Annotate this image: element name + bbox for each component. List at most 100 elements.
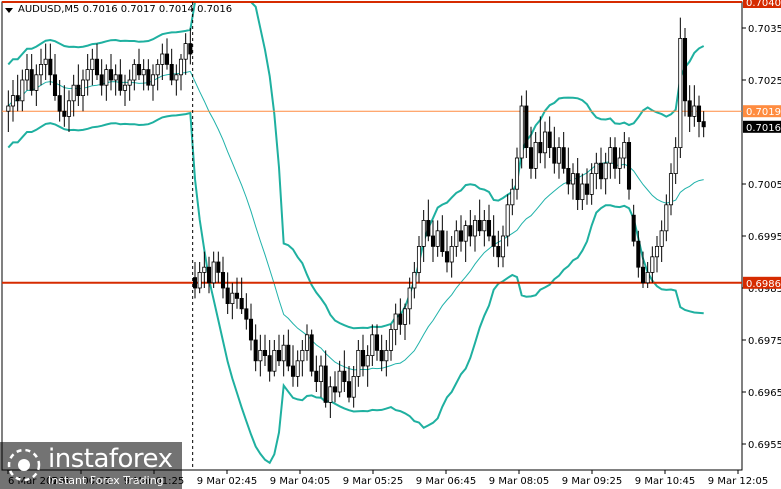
candle-body (360, 349, 366, 367)
candle-body (486, 219, 492, 237)
price-label-box (743, 105, 781, 118)
candle-body (533, 141, 538, 169)
candle-body (281, 344, 286, 362)
candle-body (468, 225, 473, 237)
candle-body (622, 141, 627, 159)
y-tick-label: 0.7035 (748, 24, 781, 35)
candle-body (15, 95, 20, 102)
candle-body (276, 349, 282, 362)
candle-body (631, 214, 636, 242)
bollinger-lower (7, 111, 704, 465)
candle-body (440, 230, 445, 253)
candle-body (463, 225, 468, 242)
candle-body (356, 349, 361, 377)
candle-body (547, 131, 552, 148)
candle-body (262, 349, 268, 356)
candle-body (108, 69, 114, 81)
candle-body (104, 69, 109, 86)
candle-body (496, 245, 501, 258)
candle-body (230, 292, 235, 305)
candle-body (258, 349, 263, 362)
price-label: 0.7040 (746, 0, 781, 9)
candle-body (183, 43, 188, 60)
candle-body (342, 370, 347, 383)
candle-body (477, 219, 482, 232)
candle-body (52, 74, 58, 97)
candle-body (556, 147, 562, 164)
candle-body (594, 162, 599, 174)
candle-body (136, 64, 142, 76)
candle-body (38, 64, 44, 76)
candle-body (402, 308, 408, 325)
candle-body (584, 183, 590, 195)
candle-body (659, 230, 664, 247)
candle-body (304, 334, 310, 351)
candle-body (90, 58, 95, 71)
y-tick-label: 0.6995 (748, 232, 781, 243)
candle-body (514, 157, 520, 190)
candle-body (570, 173, 576, 185)
price-label: 0.7016 (746, 123, 781, 134)
logo-tagline: Instant Forex Trading (48, 474, 164, 487)
candle-body (528, 147, 534, 169)
candle-body (519, 105, 524, 159)
price-label-box (743, 0, 781, 8)
x-tick-label: 9 Mar 06:45 (416, 476, 476, 487)
candle-body (505, 204, 510, 237)
candle-body (94, 58, 100, 76)
candle-body (197, 271, 202, 289)
x-tick-label: 9 Mar 04:05 (270, 476, 330, 487)
candle-body (510, 188, 515, 206)
candle-body (566, 167, 571, 185)
candle-body (346, 381, 352, 398)
instaforex-logo: instaforex Instant Forex Trading (0, 442, 182, 489)
candle-body (491, 235, 496, 247)
candle-body (617, 157, 622, 169)
candle-body (398, 313, 403, 325)
candle-body (48, 58, 53, 76)
y-tick-label: 0.6965 (748, 388, 781, 399)
candle-body (538, 141, 543, 154)
candle-body (542, 131, 548, 154)
candle-body (309, 334, 314, 372)
candle-body (435, 230, 440, 247)
y-tick-label: 0.6975 (748, 336, 781, 347)
candle-body (664, 204, 669, 232)
candle-body (113, 74, 118, 81)
candle-body (603, 162, 608, 180)
y-tick-label: 0.6985 (748, 284, 781, 295)
candle-body (169, 64, 174, 81)
candle-body (589, 173, 594, 195)
candle-body (99, 74, 104, 86)
price-label: 0.6986 (746, 279, 781, 290)
candle-body (160, 53, 165, 65)
candle-body (57, 95, 62, 112)
candle-body (248, 318, 254, 341)
candle-body (458, 230, 464, 242)
candle-body (286, 344, 291, 367)
candle-body (421, 219, 426, 247)
candle-body (598, 162, 604, 180)
candle-body (374, 334, 380, 351)
candle-body (188, 43, 193, 55)
candle-body (575, 173, 580, 201)
price-label: 0.7019 (746, 107, 781, 118)
candle-body (379, 349, 384, 362)
symbol-dropdown-icon[interactable] (5, 8, 13, 13)
candle-body (640, 266, 646, 284)
bollinger-middle (7, 70, 704, 371)
candle-body (80, 79, 86, 96)
x-tick-label: 9 Mar 02:45 (197, 476, 257, 487)
candle-body (328, 386, 333, 403)
x-tick-label: 9 Mar 08:05 (489, 476, 549, 487)
candle-body (426, 219, 431, 237)
candle-body (416, 245, 422, 273)
candle-body (682, 38, 688, 102)
candle-body (141, 69, 146, 76)
candle-body (150, 74, 156, 86)
candle-body (295, 360, 300, 377)
candle-body (351, 375, 356, 398)
candle-body (337, 370, 342, 393)
candle-body (164, 53, 170, 65)
